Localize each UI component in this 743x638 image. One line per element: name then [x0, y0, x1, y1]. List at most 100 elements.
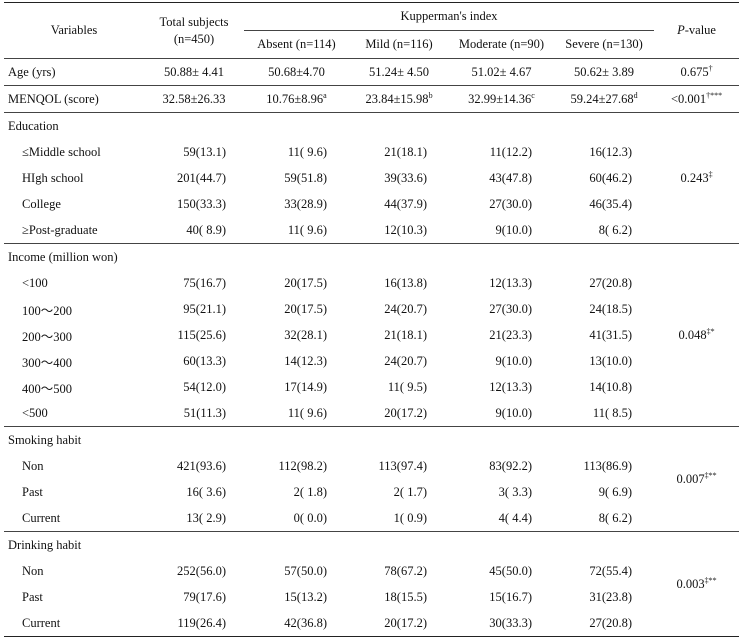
cell-superscript: c	[531, 90, 535, 100]
cell-absent: 50.68±4.70	[244, 58, 349, 86]
p-value-cell: 0.003‡**	[654, 531, 740, 637]
cell-mild: 2( 1.7)	[393, 484, 427, 499]
p-value-cell: 0.675†	[654, 58, 740, 86]
cell-moderate: 3( 3.3)	[498, 484, 532, 499]
row-label: Non	[22, 563, 44, 578]
cell-absent: 20(17.5)	[284, 301, 327, 316]
cell-absent: 17(14.9)	[284, 379, 327, 394]
p-value: <0.001	[670, 91, 707, 106]
row-label: Current	[4, 610, 144, 637]
p-value-superscript: ‡**	[704, 470, 717, 480]
table-row: 100～200 95(21.1) 20(17.5) 24(20.7) 27(30.0) 2…	[4, 296, 739, 322]
cell-total: 115(25.6)	[177, 327, 227, 342]
cell-severe: 113(86.9)	[583, 458, 633, 473]
cell-total: 60(13.3)	[183, 353, 226, 368]
row-label: Current	[4, 505, 144, 532]
cell-total: 119(26.4)	[144, 610, 244, 637]
data-table: Variables Total subjects (n=450) Kupperm…	[4, 2, 740, 637]
cell-mild: 44(37.9)	[384, 196, 427, 211]
cell-mild: 51.24± 4.50	[349, 58, 449, 86]
cell-severe: 16(12.3)	[589, 144, 633, 159]
cell-severe: 14(10.8)	[589, 379, 633, 394]
row-label: <500	[4, 400, 144, 427]
table-row: Current 13( 2.9) 0( 0.0) 1( 0.9) 4( 4.4) 8( 6…	[4, 505, 739, 532]
row-label: Past	[22, 484, 43, 499]
cell-mild: 24(20.7)	[384, 301, 427, 316]
cell-absent: 33(28.9)	[284, 196, 327, 211]
cell-value: 32.99±14.36	[468, 91, 532, 106]
table-row: Current 119(26.4) 42(36.8) 20(17.2) 30(33.3)…	[4, 610, 739, 637]
cell-severe: 46(35.4)	[589, 196, 633, 211]
cell-severe: 50.62± 3.89	[554, 58, 655, 86]
p-value-superscript: ‡**	[704, 575, 717, 585]
header-group-mild: Mild (n=116)	[349, 30, 449, 59]
cell-severe: 59.24±27.68d	[554, 85, 655, 113]
section-title: Drinking habit	[8, 537, 82, 552]
cell-absent: 14(12.3)	[284, 353, 327, 368]
cell-severe: 9( 6.9)	[598, 484, 633, 499]
cell-mild: 113(97.4)	[378, 458, 428, 473]
p-value: 0.243	[680, 170, 709, 185]
cell-mild: 39(33.6)	[384, 170, 427, 185]
row-label: HIgh school	[22, 170, 84, 185]
cell-mild: 1( 0.9)	[349, 505, 449, 532]
cell-severe: 24(18.5)	[589, 301, 633, 316]
cell-mild: 11( 9.5)	[387, 379, 427, 394]
header-total-subjects: Total subjects (n=450)	[144, 2, 244, 59]
summary-row: MENQOL (score) 32.58±26.33 10.76±8.96a 23.8…	[4, 85, 740, 113]
cell-value: 10.76±8.96	[266, 91, 324, 106]
table-row: <100 75(16.7) 20(17.5) 16(13.8) 12(13.3) 27(2…	[4, 270, 739, 296]
cell-moderate: 45(50.0)	[489, 563, 532, 578]
summary-row: Age (yrs) 50.88± 4.41 50.68±4.70 51.24± 4.5…	[4, 58, 740, 86]
cell-severe: 8( 6.2)	[554, 217, 655, 244]
row-label: 300～400	[22, 355, 73, 370]
cell-superscript: a	[323, 90, 327, 100]
cell-severe: 60(46.2)	[589, 170, 633, 185]
cell-absent: 20(17.5)	[284, 275, 327, 290]
cell-value: 51.24± 4.50	[369, 64, 429, 79]
cell-total: 252(56.0)	[177, 563, 226, 578]
header-row-1: Variables Total subjects (n=450) Kupperm…	[4, 2, 740, 59]
cell-moderate: 43(47.8)	[489, 170, 532, 185]
header-total-n: (n=450)	[173, 31, 215, 46]
row-label: ≤Middle school	[22, 144, 101, 159]
cell-mild: 21(18.1)	[384, 144, 427, 159]
header-row-2: Absent (n=114) Mild (n=116) Moderate (n=…	[4, 30, 739, 59]
table-row: ≥Post-graduate 40( 8.9) 11( 9.6) 12(10.3) 9(…	[4, 217, 739, 244]
cell-moderate: 11(12.2)	[489, 144, 532, 159]
cell-moderate: 83(92.2)	[489, 458, 532, 473]
cell-moderate: 27(30.0)	[489, 196, 532, 211]
cell-severe: 72(55.4)	[589, 563, 633, 578]
cell-value: 50.88± 4.41	[164, 64, 224, 79]
row-label: Non	[22, 458, 44, 473]
cell-mild: 16(13.8)	[384, 275, 427, 290]
cell-mild: 24(20.7)	[384, 353, 427, 368]
cell-mild: 12(10.3)	[349, 217, 449, 244]
row-label: 400～500	[22, 381, 73, 396]
cell-superscript: d	[633, 90, 638, 100]
cell-total: 16( 3.6)	[186, 484, 226, 499]
cell-total: 32.58±26.33	[144, 85, 244, 113]
p-value-cell: 0.048‡*	[654, 243, 740, 427]
row-label: 200～300	[22, 329, 73, 344]
cell-absent: 42(36.8)	[244, 610, 349, 637]
cell-superscript: b	[428, 90, 433, 100]
table-row: Non 252(56.0) 57(50.0) 78(67.2) 45(50.0) 72(5…	[4, 558, 739, 584]
section-title-row: Drinking habit 0.003‡**	[4, 531, 740, 637]
table-row: 400～500 54(12.0) 17(14.9) 11( 9.5) 12(13.3) 1…	[4, 374, 739, 400]
header-variables: Variables	[4, 2, 144, 59]
cell-absent: 57(50.0)	[284, 563, 327, 578]
cell-total: 54(12.0)	[183, 379, 226, 394]
header-kupperman: Kupperman's index	[244, 2, 655, 31]
cell-mild: 18(15.5)	[384, 589, 427, 604]
cell-severe: 27(20.8)	[589, 275, 633, 290]
cell-value: 50.68±4.70	[268, 64, 325, 79]
p-value: 0.048	[678, 327, 707, 342]
header-pvalue: P-value	[654, 2, 740, 59]
cell-total: 95(21.1)	[183, 301, 226, 316]
table-row: Non 421(93.6) 112(98.2) 113(97.4) 83(92.2) 11…	[4, 453, 739, 479]
table-row: ≤Middle school 59(13.1) 11( 9.6) 21(18.1) 11…	[4, 139, 739, 165]
cell-severe: 8( 6.2)	[554, 505, 655, 532]
section-title-row: Income (million won) 0.048‡*	[4, 243, 740, 427]
row-label: ≥Post-graduate	[4, 217, 144, 244]
